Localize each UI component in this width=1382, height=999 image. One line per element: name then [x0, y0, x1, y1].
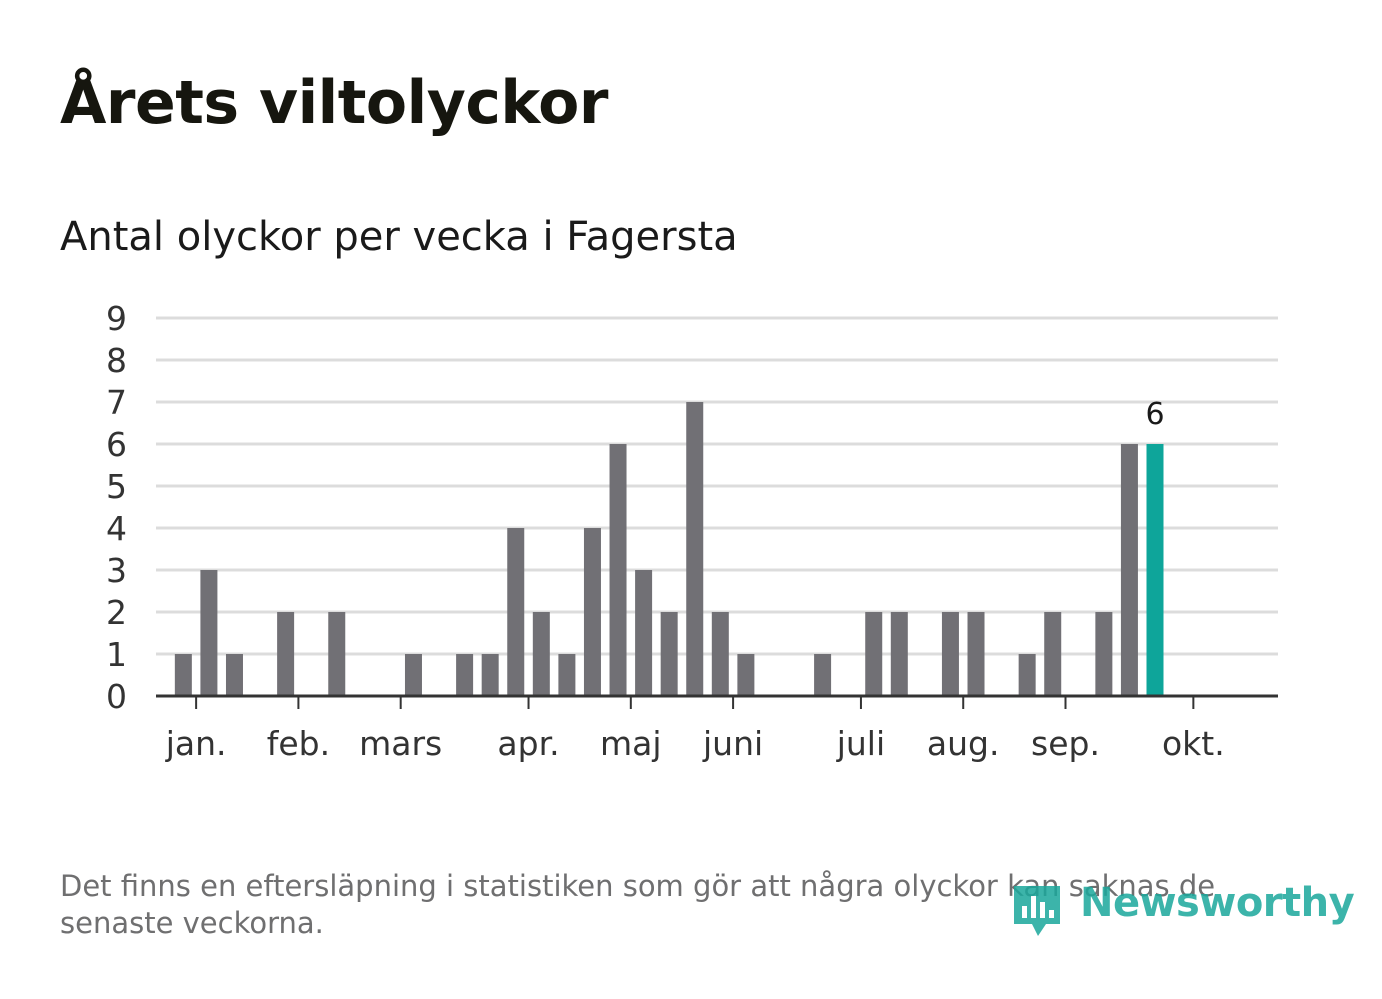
- bar[interactable]: [200, 570, 218, 696]
- bar[interactable]: [532, 612, 550, 696]
- bar[interactable]: [865, 612, 883, 696]
- newsworthy-logo-text: Newsworthy: [1080, 880, 1355, 926]
- x-tick-label: sep.: [1031, 724, 1100, 763]
- bar[interactable]: [507, 528, 525, 696]
- y-tick-label: 0: [106, 677, 127, 716]
- bar[interactable]: [1018, 654, 1036, 696]
- data-labels: 6: [1145, 397, 1164, 432]
- newsworthy-logo-icon: [1014, 886, 1060, 936]
- x-tick-label: aug.: [927, 724, 1000, 763]
- bar[interactable]: [890, 612, 908, 696]
- x-tick-label: mars: [359, 724, 442, 763]
- y-tick-label: 9: [106, 299, 127, 338]
- chart-subtitle: Antal olyckor per vecka i Fagersta: [60, 214, 738, 260]
- bar[interactable]: [660, 612, 678, 696]
- bar[interactable]: [967, 612, 985, 696]
- bar[interactable]: [1120, 444, 1138, 696]
- y-tick-label: 3: [106, 551, 127, 590]
- bar[interactable]: [737, 654, 755, 696]
- bars: [174, 402, 1164, 696]
- bar[interactable]: [558, 654, 576, 696]
- bar[interactable]: [635, 570, 653, 696]
- bar[interactable]: [583, 528, 601, 696]
- bar[interactable]: [814, 654, 832, 696]
- bar[interactable]: [404, 654, 422, 696]
- x-axis: jan. feb. mars apr. maj juni juli aug. sep. okt.: [156, 694, 1278, 763]
- x-tick-label: juni: [702, 724, 763, 763]
- x-tick-label: feb.: [267, 724, 330, 763]
- bar[interactable]: [277, 612, 295, 696]
- bar[interactable]: [174, 654, 192, 696]
- y-tick-label: 8: [106, 341, 127, 380]
- bar[interactable]: [686, 402, 704, 696]
- data-label: 6: [1145, 397, 1164, 432]
- bar[interactable]: [609, 444, 627, 696]
- bar[interactable]: [1095, 612, 1113, 696]
- bar[interactable]: [328, 612, 346, 696]
- bar[interactable]: [456, 654, 474, 696]
- y-tick-label: 6: [106, 425, 127, 464]
- newsworthy-logo[interactable]: Newsworthy: [1010, 878, 1355, 942]
- grid-lines: [156, 316, 1278, 656]
- x-tick-label: okt.: [1162, 724, 1225, 763]
- chart-title: Årets viltolyckor: [60, 68, 609, 138]
- x-tick-label: jan.: [165, 724, 227, 763]
- bar[interactable]: [941, 612, 959, 696]
- bar-highlight[interactable]: [1146, 444, 1164, 696]
- bar[interactable]: [225, 654, 243, 696]
- y-tick-label: 1: [106, 635, 127, 674]
- bar[interactable]: [1044, 612, 1062, 696]
- y-tick-label: 4: [106, 509, 127, 548]
- y-tick-label: 5: [106, 467, 127, 506]
- x-tick-label: maj: [600, 724, 662, 763]
- bar[interactable]: [481, 654, 499, 696]
- bar[interactable]: [711, 612, 729, 696]
- x-tick-label: juli: [836, 724, 885, 763]
- y-tick-label: 7: [106, 383, 127, 422]
- y-tick-label: 2: [106, 593, 127, 632]
- x-tick-label: apr.: [497, 724, 559, 763]
